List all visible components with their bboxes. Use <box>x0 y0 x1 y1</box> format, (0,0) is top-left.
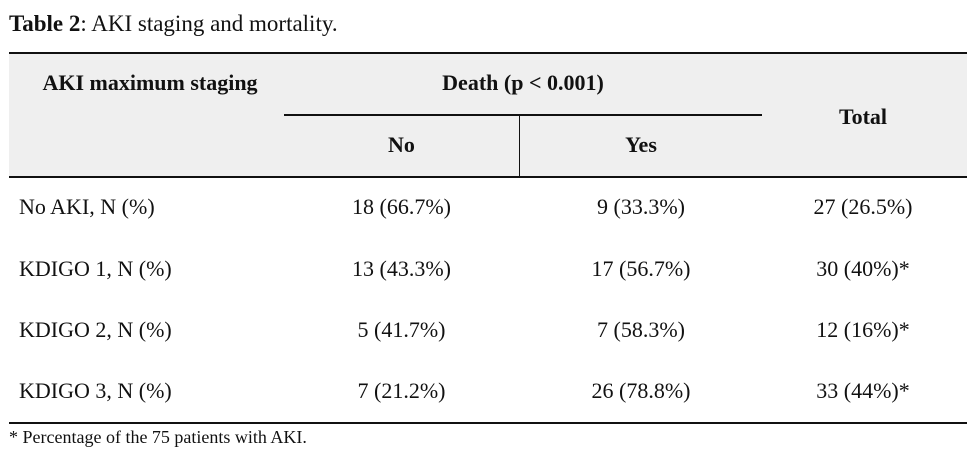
row-4-no: 7 (21.2%) <box>357 378 446 403</box>
death-group-rule <box>284 114 762 116</box>
row-1-total: 27 (26.5%) <box>813 194 913 219</box>
row-2-total: 30 (40%)* <box>816 256 910 281</box>
table-bottom-rule <box>9 422 967 424</box>
row-1-no: 18 (66.7%) <box>352 194 451 219</box>
row-3-no: 5 (41.7%) <box>357 317 446 342</box>
no-yes-divider <box>519 115 520 177</box>
row-1-yes: 9 (33.3%) <box>597 194 685 219</box>
header-bottom-rule <box>9 176 967 178</box>
row-2-no: 13 (43.3%) <box>352 256 451 281</box>
table-caption: Table 2: AKI staging and mortality. <box>9 10 338 38</box>
row-2-yes: 17 (56.7%) <box>591 256 691 281</box>
row-3-total: 12 (16%)* <box>816 317 910 342</box>
row-2-stage: KDIGO 1, N (%) <box>19 256 172 281</box>
row-1-stage: No AKI, N (%) <box>19 194 155 219</box>
row-3-yes: 7 (58.3%) <box>597 317 685 342</box>
header-yes: Yes <box>625 132 657 157</box>
table-top-rule <box>9 52 967 54</box>
row-4-yes: 26 (78.8%) <box>591 378 691 403</box>
header-aki-staging: AKI maximum staging <box>42 70 258 95</box>
header-no: No <box>388 132 415 157</box>
row-4-stage: KDIGO 3, N (%) <box>19 378 172 403</box>
table-caption-text: : AKI staging and mortality. <box>80 11 338 36</box>
header-total: Total <box>838 104 888 129</box>
row-3-stage: KDIGO 2, N (%) <box>19 317 172 342</box>
header-death-group: Death (p < 0.001) <box>442 70 604 95</box>
table-caption-label: Table 2 <box>9 11 81 36</box>
row-4-total: 33 (44%)* <box>816 378 910 403</box>
table-footnote: * Percentage of the 75 patients with AKI… <box>9 427 307 447</box>
